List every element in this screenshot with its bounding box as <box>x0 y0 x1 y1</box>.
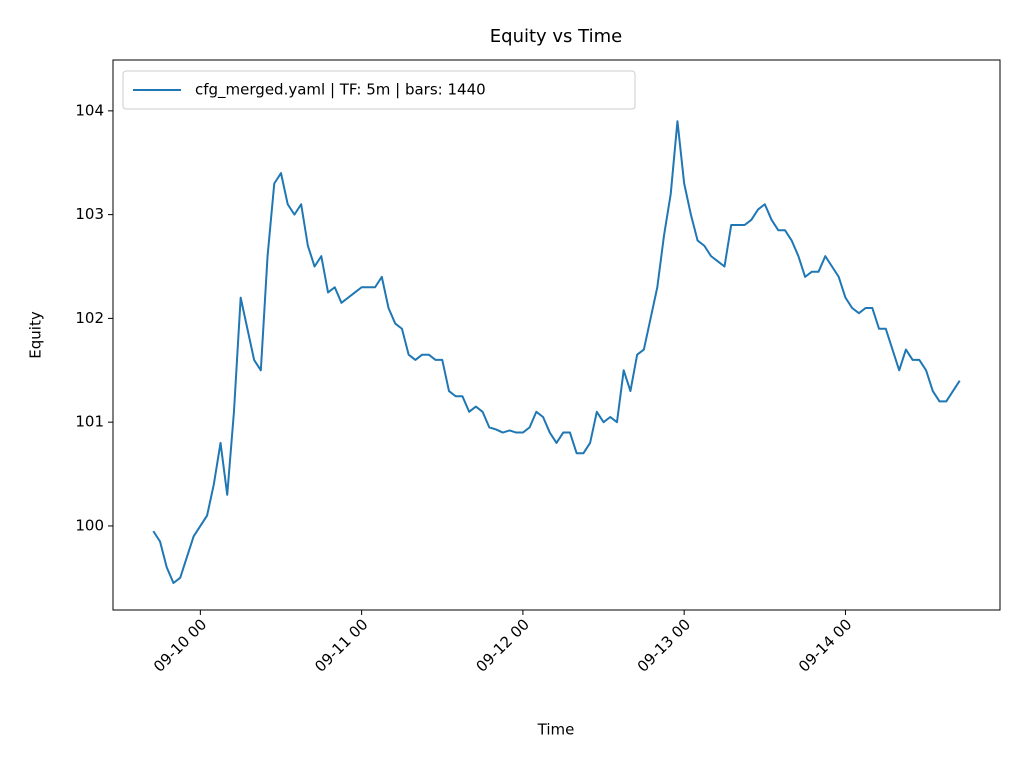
y-tick-label: 102 <box>75 309 104 327</box>
legend-box <box>122 70 636 110</box>
chart-title: Equity vs Time <box>490 26 622 47</box>
y-tick-label: 103 <box>75 205 104 223</box>
x-axis-label: Time <box>537 721 575 739</box>
y-tick-label: 104 <box>75 101 104 119</box>
axes-frame <box>112 59 1001 611</box>
y-tick-label: 100 <box>75 516 104 534</box>
y-axis-label: Equity <box>27 311 45 359</box>
legend-label: cfg_merged.yaml | TF: 5m | bars: 1440 <box>195 81 486 100</box>
y-tick-label: 101 <box>75 413 104 431</box>
equity-line <box>152 120 961 585</box>
